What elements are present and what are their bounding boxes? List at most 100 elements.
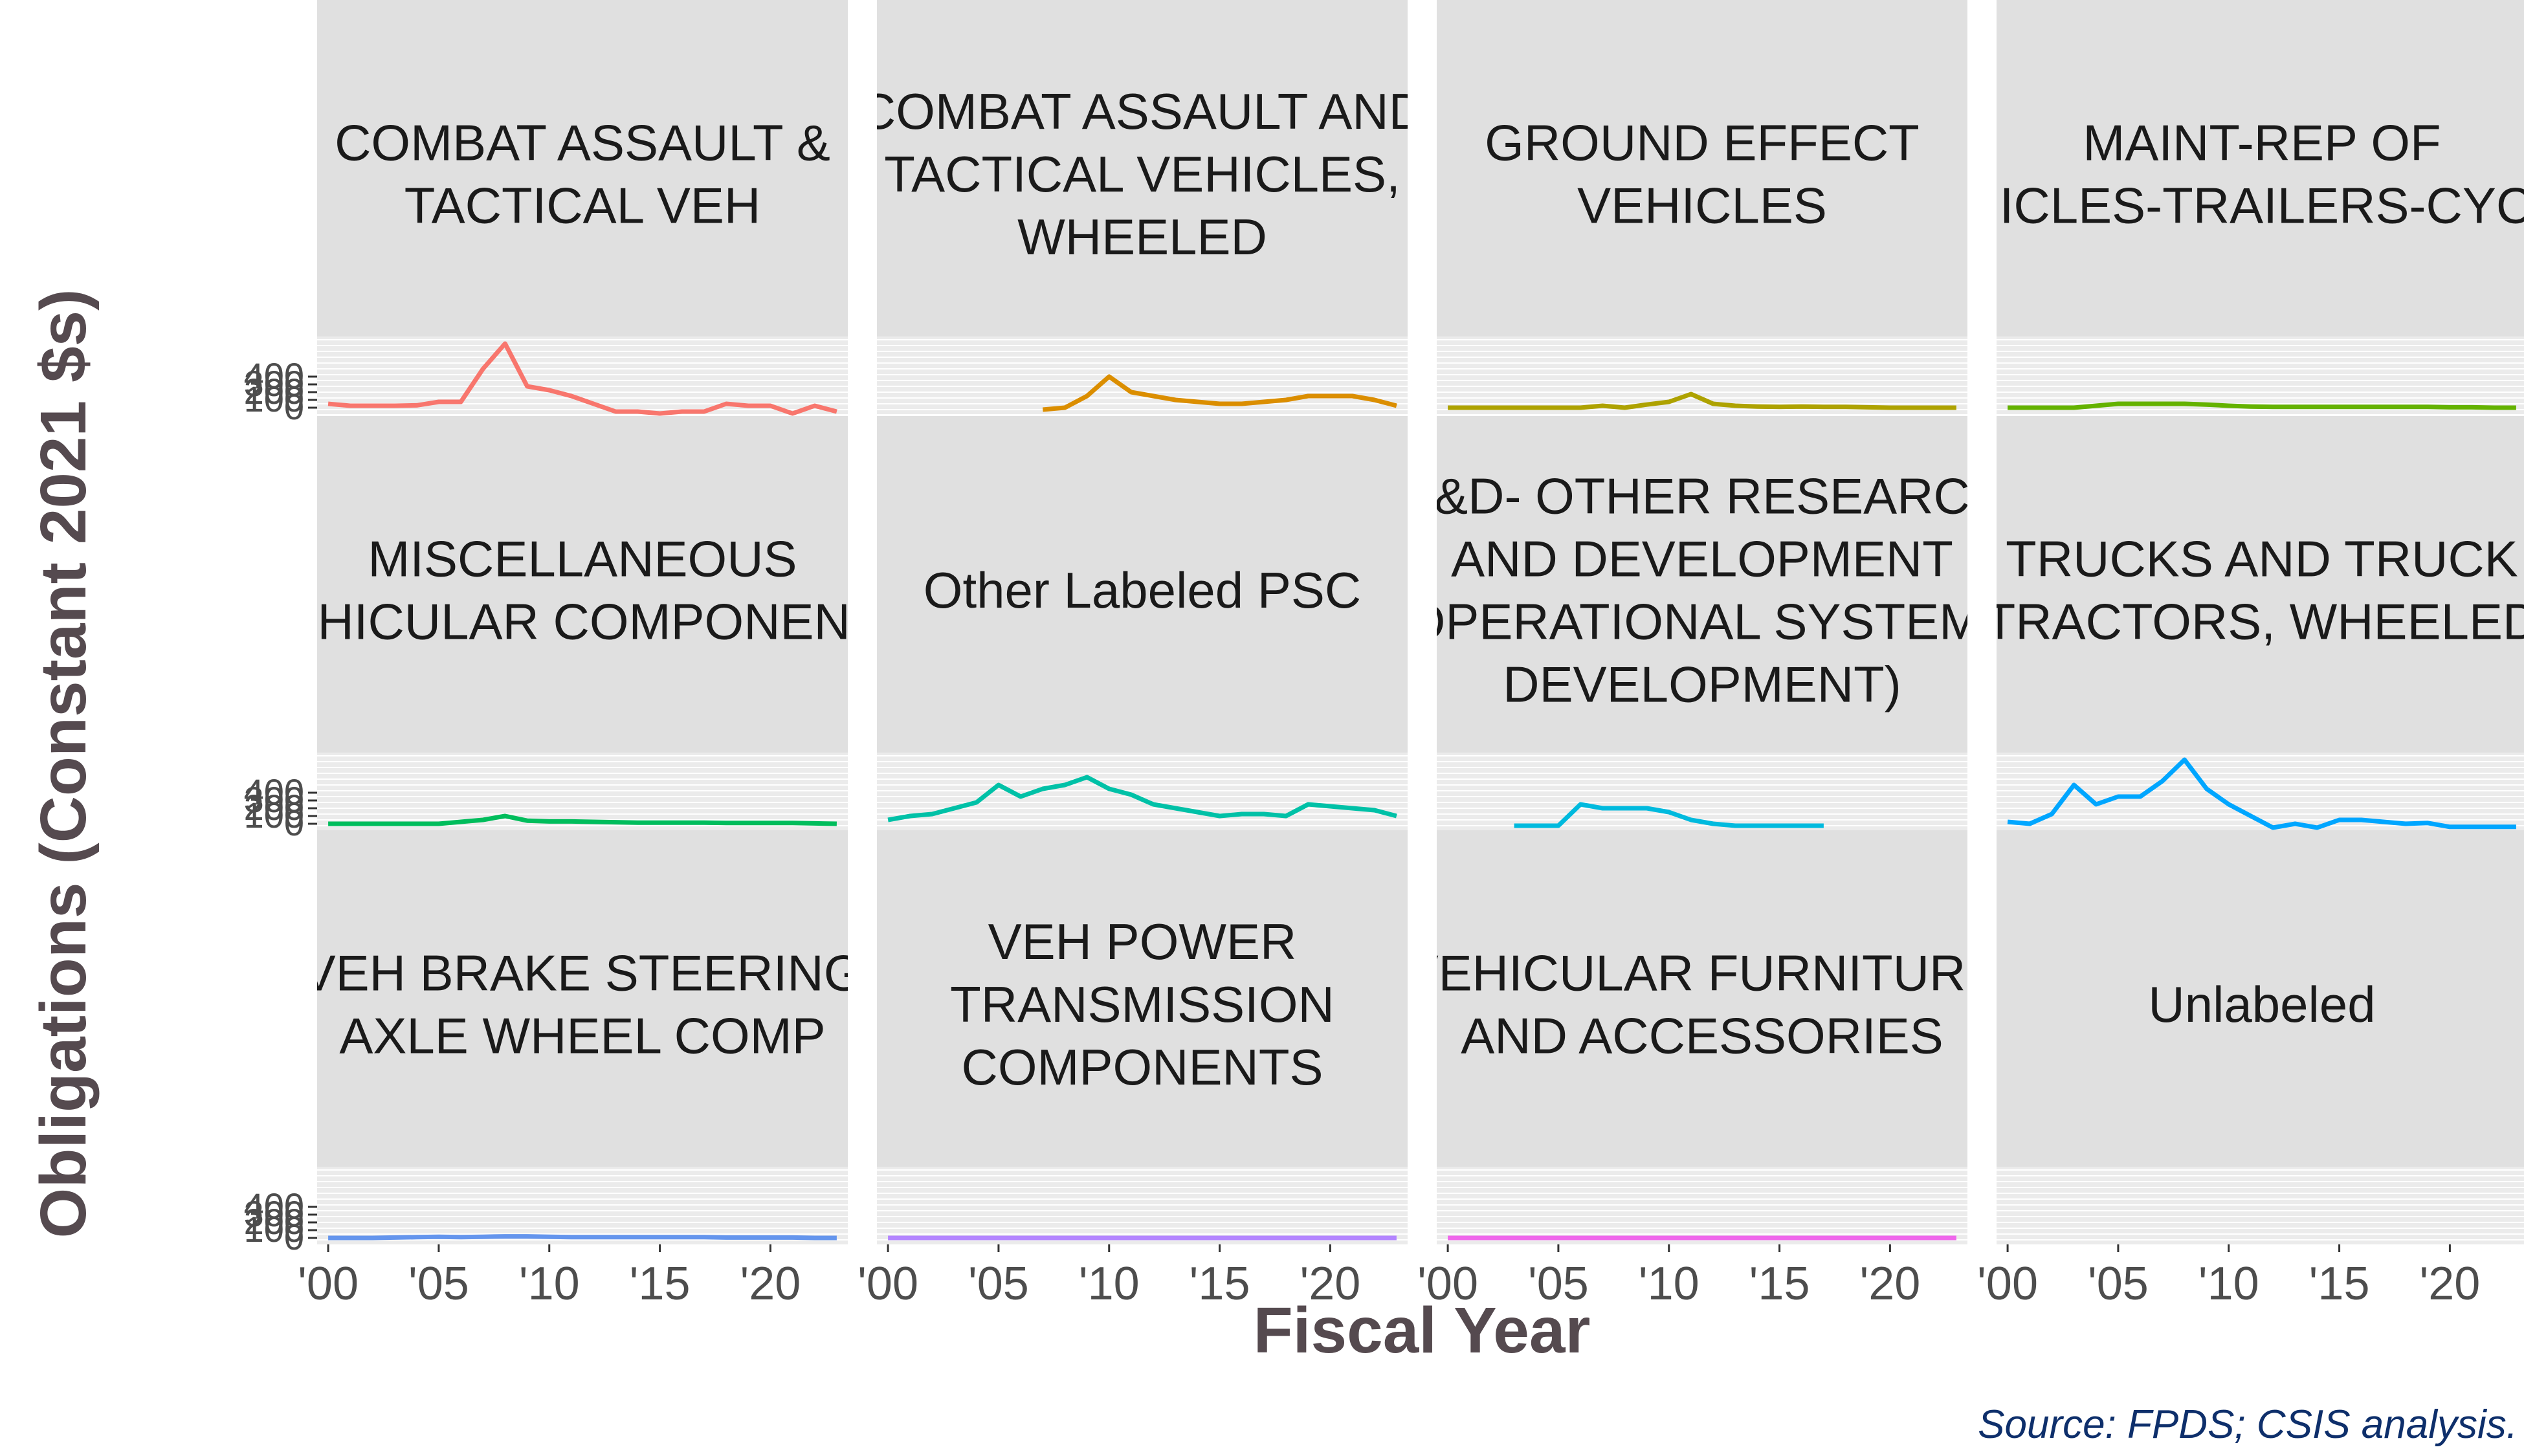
facet-title-line: VEHICULAR FURNITURE xyxy=(1405,945,2000,1002)
x-tick-label: '10 xyxy=(1639,1258,1699,1310)
x-tick-label: '10 xyxy=(519,1258,580,1310)
facet-title-line: (OPERATIONAL SYSTEMS xyxy=(1389,593,2015,650)
source-caption: Source: FPDS; CSIS analysis. xyxy=(1978,1402,2518,1447)
y-tick-label: 400 xyxy=(244,1186,304,1226)
series-line xyxy=(327,341,837,416)
facet-title-line: VEHICULAR COMPONENTS xyxy=(250,593,914,650)
facet-panel: Other Labeled PSC xyxy=(877,416,1408,830)
facet-title: Unlabeled xyxy=(2148,976,2375,1033)
facet-title-line: AXLE WHEEL COMP xyxy=(339,1008,825,1064)
facet-title: VEHICULAR FURNITURE AND ACCESSORIES xyxy=(1405,945,2000,1064)
facet-title-line: VEHICLES xyxy=(1577,177,1827,234)
x-tick-label: '20 xyxy=(2419,1258,2480,1310)
y-tick-label: 300 xyxy=(244,1193,304,1234)
facet-title: COMBAT ASSAULT & TACTICAL VEH xyxy=(335,115,830,234)
facet-panel: R&D- OTHER RESEARCH AND DEVELOPMENT(OPERA… xyxy=(1389,416,2015,830)
x-tick-label: '00 xyxy=(1417,1258,1478,1310)
x-tick-label: '10 xyxy=(2198,1258,2259,1310)
facet-title-line: R&D- OTHER RESEARCH xyxy=(1398,468,2006,525)
facet-title-line: COMBAT ASSAULT AND xyxy=(859,83,1425,140)
facet-title-line: TACTICAL VEH xyxy=(404,177,760,234)
facet-title-line: MAINT-REP OF xyxy=(2083,115,2441,171)
y-tick-label: 300 xyxy=(244,363,304,404)
series-line xyxy=(1514,802,1824,828)
facet-title-line: Other Labeled PSC xyxy=(924,562,1361,619)
y-tick-label: 100 xyxy=(244,1209,304,1250)
y-tick-label: 0 xyxy=(284,802,304,843)
y-tick-label: 200 xyxy=(244,371,304,412)
facet-strip xyxy=(1997,830,2524,1167)
facet-panel: Unlabeled '00 '05 '10 '15 '20 xyxy=(1977,830,2524,1310)
x-tick-label: '05 xyxy=(968,1258,1029,1310)
x-tick-label: '15 xyxy=(1749,1258,1810,1310)
facet-strip xyxy=(1437,416,1967,753)
series-line xyxy=(2008,401,2516,410)
facet-title-line: VEHICLES-TRAILERS-CYCLES xyxy=(1896,177,2524,234)
facet-title: COMBAT ASSAULT AND TACTICAL VEHICLES,WHEE… xyxy=(859,83,1425,265)
x-tick-label: '00 xyxy=(858,1258,918,1310)
facet-strip xyxy=(317,416,848,753)
facet-panel: MAINT-REP OF VEHICLES-TRAILERS-CYCLES xyxy=(1896,0,2524,414)
x-tick-label: '15 xyxy=(2309,1258,2370,1310)
facet-title: VEH POWER TRANSMISSION COMPONENTS xyxy=(950,913,1334,1096)
x-tick-label: '20 xyxy=(740,1258,801,1310)
y-tick-label: 400 xyxy=(244,771,304,812)
x-tick-label: '20 xyxy=(1859,1258,1920,1310)
series-line xyxy=(328,813,837,826)
facet-strip xyxy=(317,830,848,1167)
facet-strip xyxy=(877,416,1408,753)
x-tick-label: '00 xyxy=(298,1258,359,1310)
facet-title-line: GROUND EFFECT xyxy=(1485,115,1920,171)
facet-title-line: COMPONENTS xyxy=(961,1039,1323,1096)
y-tick-label: 100 xyxy=(244,795,304,835)
x-tick-label: '05 xyxy=(2088,1258,2149,1310)
facet-title-line: COMBAT ASSAULT & xyxy=(335,115,830,171)
facet-panel: GROUND EFFECT VEHICLES xyxy=(1437,0,1967,414)
facet-title-line: MISCELLANEOUS xyxy=(368,531,797,588)
facet-strip xyxy=(1437,0,1967,336)
series-line xyxy=(1448,392,1956,410)
facet-strip xyxy=(877,830,1408,1167)
facet-title-line: TACTICAL VEHICLES, xyxy=(884,146,1400,203)
facet-title: MAINT-REP OF VEHICLES-TRAILERS-CYCLES xyxy=(1896,115,2524,234)
y-tick-label: 0 xyxy=(284,1217,304,1257)
facet-strip xyxy=(317,0,848,336)
facet-title-line: TRANSMISSION xyxy=(950,976,1334,1033)
series-line xyxy=(2007,757,2516,830)
x-axis-title: Fiscal Year xyxy=(1254,1294,1591,1367)
x-tick-label: '15 xyxy=(630,1258,691,1310)
facet-panel: VEHICULAR FURNITURE AND ACCESSORIES '00 '05… xyxy=(1405,830,2000,1310)
facet-title-line: TRUCKS AND TRUCK xyxy=(2006,531,2518,588)
x-tick-label: '10 xyxy=(1079,1258,1140,1310)
facet-strip xyxy=(1997,416,2524,753)
facet-title-line: AND ACCESSORIES xyxy=(1461,1008,1943,1064)
facet-title: GROUND EFFECT VEHICLES xyxy=(1485,115,1920,234)
x-tick-label: '15 xyxy=(1190,1258,1250,1310)
facet-title-line: WHEELED xyxy=(1017,208,1267,265)
facet-strip xyxy=(877,0,1408,336)
facet-title: VEH BRAKE STEERING AXLE WHEEL COMP xyxy=(302,945,863,1064)
facet-panel: VEH POWER TRANSMISSION COMPONENTS '00 '05 '10… xyxy=(858,830,1408,1310)
facet-title-line: VEH BRAKE STEERING xyxy=(302,945,863,1002)
x-tick-label: '05 xyxy=(408,1258,469,1310)
facet-panel: COMBAT ASSAULT & TACTICAL VEH 010020030040… xyxy=(244,0,848,427)
facet-title-line: TRACTORS, WHEELED xyxy=(1985,593,2524,650)
x-tick-label: '00 xyxy=(1977,1258,2038,1310)
facet-title: Other Labeled PSC xyxy=(924,562,1361,619)
series-line xyxy=(328,1234,837,1241)
y-tick-label: 0 xyxy=(284,386,304,427)
y-tick-label: 400 xyxy=(244,355,304,396)
facet-title: R&D- OTHER RESEARCH AND DEVELOPMENT(OPERA… xyxy=(1389,468,2015,713)
x-tick-label: '20 xyxy=(1300,1258,1360,1310)
facet-title-line: Unlabeled xyxy=(2148,976,2375,1033)
facet-title-line: AND DEVELOPMENT xyxy=(1451,531,1953,588)
facet-strip xyxy=(1437,830,1967,1167)
y-tick-label: 200 xyxy=(244,787,304,828)
facet-panel: VEH BRAKE STEERING AXLE WHEEL COMP 0100200… xyxy=(244,830,863,1310)
facet-strip xyxy=(1997,0,2524,336)
series-line xyxy=(1042,374,1397,412)
